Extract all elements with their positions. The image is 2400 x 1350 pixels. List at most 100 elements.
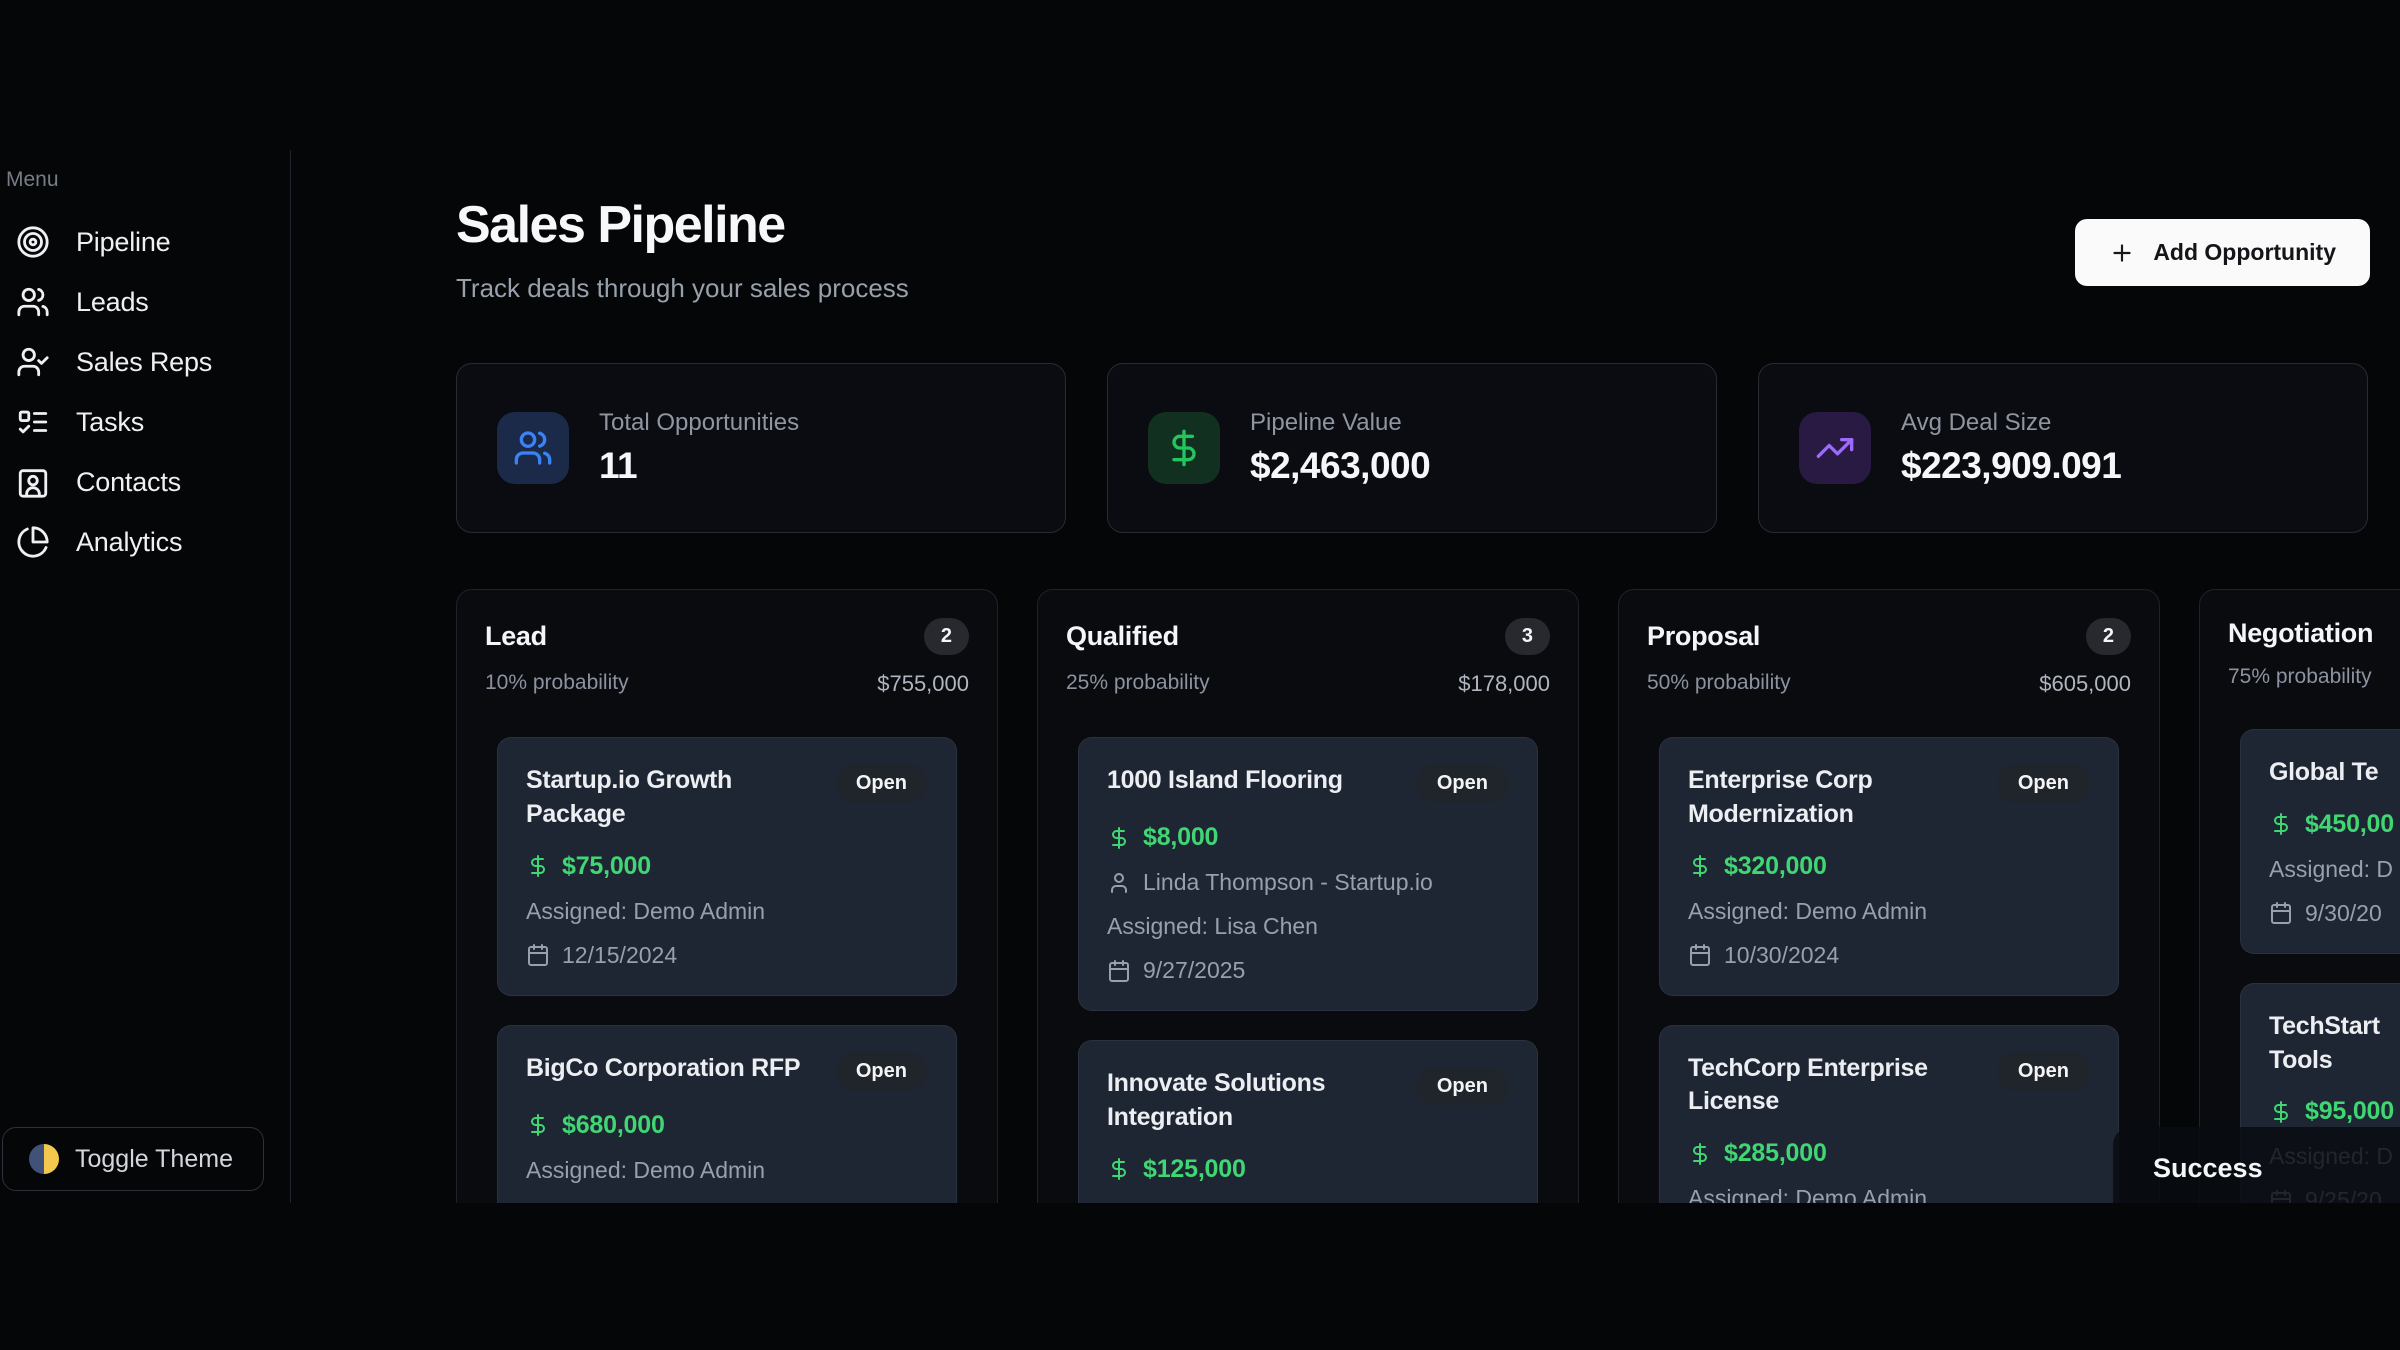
card-amount-row: $75,000 (526, 852, 928, 881)
half-moon-icon (29, 1144, 59, 1174)
card-header: Enterprise Corp Modernization Open (1688, 764, 2090, 832)
column-probability: 75% probability (2228, 665, 2372, 688)
toggle-theme-button[interactable]: Toggle Theme (2, 1127, 264, 1191)
column-title: Qualified (1066, 621, 1179, 651)
dollar-sign-icon (526, 854, 550, 878)
card-assigned: Assigned: Demo Admin (1107, 1201, 1509, 1204)
column-probability: 50% probability (1647, 671, 1791, 694)
status-badge: Open (834, 764, 928, 803)
calendar-icon (526, 1202, 550, 1203)
pipeline-column-lead: Lead 2 10% probability $755,000 Startup.io G… (456, 589, 998, 1203)
contact-card-icon (16, 465, 50, 499)
card-amount: $75,000 (562, 851, 651, 880)
app-window: Menu Pipeline Leads Sales Reps (0, 150, 2400, 1203)
sidebar-nav: Pipeline Leads Sales Reps Tasks (0, 212, 290, 572)
opportunity-card[interactable]: Startup.io Growth Package Open $75,000 Assi… (497, 737, 957, 996)
card-header: 1000 Island Flooring Open (1107, 764, 1509, 803)
card-date-row: 1/30/2025 (526, 1201, 928, 1204)
column-subheader: 25% probability $178,000 (1066, 671, 1550, 697)
trending-up-icon (1799, 412, 1871, 484)
column-header: Qualified 3 (1066, 618, 1550, 655)
add-opportunity-button[interactable]: Add Opportunity (2075, 219, 2370, 286)
column-header: Lead 2 (485, 618, 969, 655)
card-amount: $285,000 (1724, 1139, 1827, 1167)
card-amount-row: $680,000 (526, 1111, 928, 1140)
page-subtitle: Track deals through your sales process (456, 273, 909, 303)
stat-value: 11 (599, 445, 638, 486)
card-assigned: Assigned: Demo Admin (526, 1156, 766, 1183)
dollar-sign-icon (1148, 412, 1220, 484)
column-total-value: $178,000 (1458, 671, 1550, 696)
column-title: Proposal (1647, 621, 1761, 651)
dollar-sign-icon (1688, 854, 1712, 878)
card-title: BigCo Corporation RFP (526, 1053, 801, 1082)
sidebar-item-label: Pipeline (76, 226, 171, 257)
sidebar-item-label: Tasks (76, 406, 145, 437)
card-header: Global Te (2269, 756, 2400, 790)
column-total-value: $605,000 (2039, 671, 2131, 696)
page-header: Sales Pipeline Track deals through your … (456, 195, 2370, 304)
card-date-row: 9/27/2025 (1107, 957, 1509, 984)
opportunity-card[interactable]: 1000 Island Flooring Open $8,000 Linda Thom… (1078, 737, 1538, 1011)
card-date: 12/15/2024 (562, 941, 678, 968)
main-content: Sales Pipeline Track deals through your … (291, 150, 2400, 1203)
card-amount-row: $320,000 (1688, 852, 2090, 881)
opportunity-card[interactable]: Innovate Solutions Integration Open $125,0… (1078, 1040, 1538, 1203)
stat-value: $2,463,000 (1250, 445, 1431, 486)
column-subheader: 75% probability (2228, 665, 2400, 689)
users-icon (16, 285, 50, 319)
pipeline-board: Lead 2 10% probability $755,000 Startup.io G… (456, 589, 2400, 1203)
card-assigned: Assigned: Demo Admin (1688, 897, 1928, 924)
card-date: 1/30/2025 (562, 1201, 664, 1204)
card-assigned: Assigned: Demo Admin (526, 897, 766, 924)
card-title: Startup.io Growth Package (526, 766, 732, 828)
opportunity-card[interactable]: Global Te $450,00 Assigned: D 9/30/20 (2240, 729, 2400, 954)
stat-text: Avg Deal Size $223,909.091 (1901, 409, 2122, 487)
opportunity-card[interactable]: BigCo Corporation RFP Open $680,000 Assigne… (497, 1024, 957, 1204)
card-header: TechStart Tools (2269, 1010, 2400, 1078)
card-header: Startup.io Growth Package Open (526, 764, 928, 832)
card-date: 9/27/2025 (1143, 957, 1246, 983)
sidebar-item-analytics[interactable]: Analytics (0, 512, 290, 572)
stats-row: Total Opportunities 11 Pipeline Value $2… (456, 363, 2368, 533)
dollar-sign-icon (1107, 1157, 1131, 1181)
column-header: Negotiation (2228, 618, 2400, 649)
page-title: Sales Pipeline (456, 196, 786, 254)
opportunity-card[interactable]: TechCorp Enterprise License Open $285,000 A… (1659, 1024, 2119, 1203)
stat-label: Total Opportunities (599, 409, 800, 436)
add-opportunity-label: Add Opportunity (2153, 239, 2336, 265)
sidebar-item-tasks[interactable]: Tasks (0, 392, 290, 452)
sidebar-item-sales-reps[interactable]: Sales Reps (0, 332, 290, 392)
card-header: BigCo Corporation RFP Open (526, 1051, 928, 1091)
column-title: Lead (485, 621, 547, 651)
sidebar-item-label: Leads (76, 286, 149, 317)
dollar-sign-icon (526, 1113, 550, 1137)
card-assigned: Assigned: Demo Admin (1688, 1185, 1928, 1203)
column-header: Proposal 2 (1647, 618, 2131, 655)
card-title: Innovate Solutions Integration (1107, 1069, 1326, 1131)
card-contact: Linda Thompson - Startup.io (1143, 869, 1433, 895)
success-toast: Success (2113, 1127, 2400, 1203)
sidebar-item-label: Sales Reps (76, 346, 213, 377)
calendar-icon (526, 943, 550, 967)
users-icon (497, 412, 569, 484)
stat-text: Pipeline Value $2,463,000 (1250, 409, 1431, 487)
stat-label: Avg Deal Size (1901, 409, 2052, 436)
card-amount-row: $95,000 (2269, 1097, 2400, 1126)
sidebar-item-leads[interactable]: Leads (0, 272, 290, 332)
status-badge: Open (1996, 1051, 2090, 1091)
column-cards: 1000 Island Flooring Open $8,000 Linda Thom… (1066, 737, 1550, 1203)
stat-card-pipeline-value: Pipeline Value $2,463,000 (1107, 363, 1717, 533)
card-date: 10/30/2024 (1724, 941, 1840, 968)
card-title: TechStart Tools (2269, 1011, 2380, 1074)
target-icon (16, 225, 50, 259)
card-amount-row: $285,000 (1688, 1139, 2090, 1168)
sidebar-item-pipeline[interactable]: Pipeline (0, 212, 290, 272)
pipeline-column-proposal: Proposal 2 50% probability $605,000 Enterpri… (1618, 589, 2160, 1203)
card-amount-row: $8,000 (1107, 823, 1509, 852)
opportunity-card[interactable]: Enterprise Corp Modernization Open $320,00… (1659, 737, 2119, 996)
sidebar-item-contacts[interactable]: Contacts (0, 452, 290, 512)
column-subheader: 50% probability $605,000 (1647, 671, 2131, 697)
status-badge: Open (1415, 1067, 1509, 1106)
user-check-icon (16, 345, 50, 379)
